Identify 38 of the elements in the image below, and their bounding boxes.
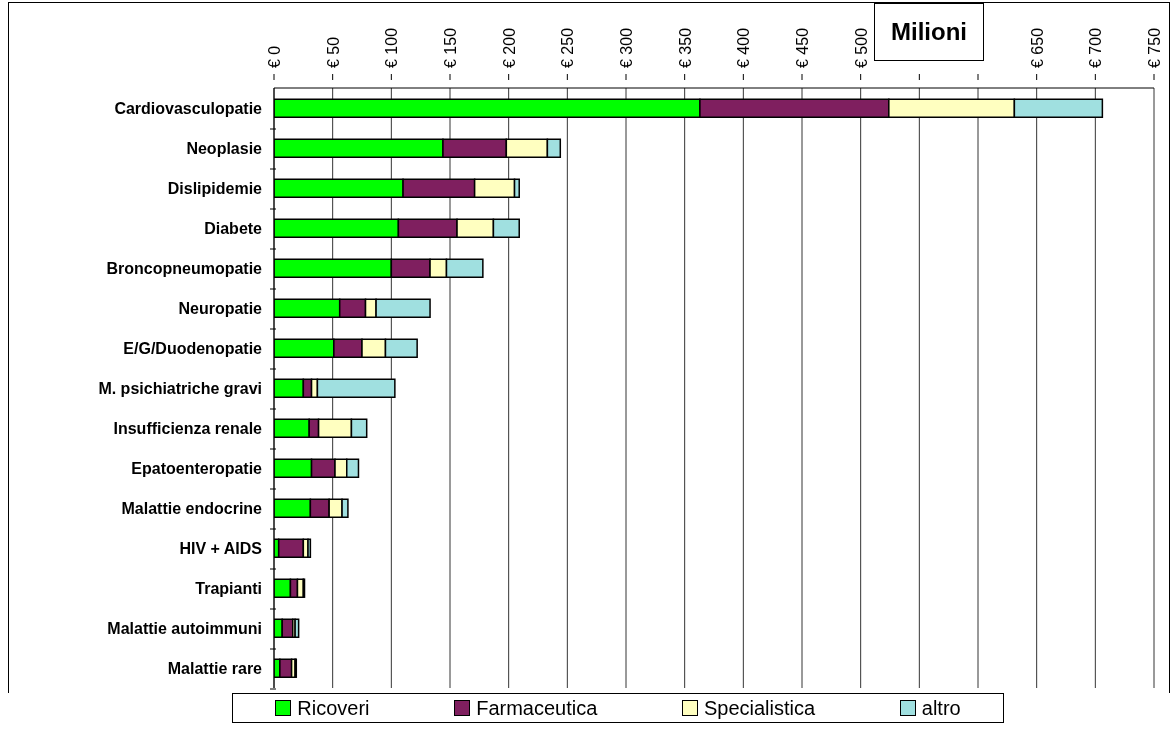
- y-tick-label: Dislipidemie: [167, 180, 263, 197]
- legend-label: altro: [921, 696, 961, 720]
- legend-label: Specialistica: [703, 696, 816, 720]
- legend-label: Farmaceutica: [476, 696, 598, 720]
- y-tick-label: E/G/Duodenopatie: [123, 340, 263, 357]
- x-tick-label: € 50: [324, 36, 342, 68]
- x-tick-label: € 100: [383, 27, 401, 68]
- x-tick-label: € 350: [676, 27, 694, 68]
- y-tick-label: Malattie endocrine: [121, 500, 263, 517]
- y-tick-label: Diabete: [204, 220, 263, 237]
- y-tick-label: Cardiovasculopatie: [114, 100, 263, 117]
- bar: [294, 618, 300, 638]
- x-tick-label: € 200: [500, 27, 518, 68]
- y-tick-label: Epatoenteropatie: [131, 460, 263, 477]
- y-tick-label: HIV + AIDS: [179, 540, 263, 557]
- x-tick-label: € 650: [1028, 27, 1046, 68]
- bar: [277, 538, 305, 558]
- bar: [307, 538, 312, 558]
- bar: [279, 658, 293, 678]
- y-tick-label: Neoplasie: [186, 140, 263, 157]
- x-tick-label: € 250: [559, 27, 577, 68]
- x-tick-label: € 500: [852, 27, 870, 68]
- x-tick-label: € 750: [1146, 27, 1163, 68]
- x-tick-label: € 0: [266, 45, 283, 68]
- x-tick-label: € 700: [1087, 27, 1105, 68]
- y-tick-label: M. psichiatriche gravi: [98, 380, 262, 397]
- y-tick-label: Broncopneumopatie: [106, 260, 263, 277]
- y-tick-label: Malattie autoimmuni: [107, 620, 262, 637]
- y-tick-label: Insufficienza renale: [113, 420, 263, 437]
- legend-label: Ricoveri: [297, 696, 370, 720]
- x-tick-label: € 450: [794, 27, 811, 68]
- y-tick-label: Malattie rare: [167, 660, 263, 677]
- x-tick-label: € 400: [735, 27, 753, 68]
- x-tick-label: € 150: [442, 27, 459, 68]
- text: Milioni: [874, 3, 984, 61]
- y-tick-label: Neuropatie: [178, 300, 263, 317]
- x-tick-label: € 300: [618, 27, 635, 68]
- y-tick-label: Trapianti: [195, 580, 262, 597]
